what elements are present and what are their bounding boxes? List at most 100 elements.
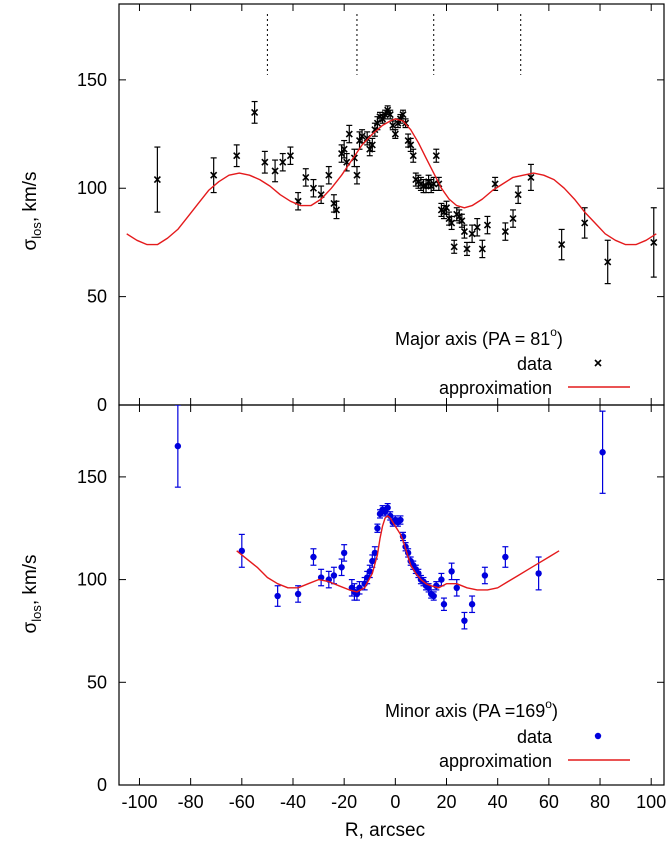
cross-marker [317, 191, 325, 199]
dot-marker [338, 564, 345, 571]
cross-marker [558, 241, 566, 249]
data-point [468, 224, 476, 244]
bottom-legend: Minor axis (PA =169o) data approximation [385, 697, 630, 771]
bottom-legend-model-label: approximation [439, 751, 552, 771]
y-tick-label: 150 [77, 467, 107, 487]
y-label-subscript: los [29, 222, 44, 239]
dot-marker [371, 549, 379, 557]
dot-marker [440, 601, 448, 608]
data-point [468, 595, 476, 614]
data-point [460, 224, 468, 239]
cross-marker [473, 223, 481, 231]
dot-marker [481, 572, 489, 579]
cross-marker [460, 228, 468, 236]
data-point [430, 591, 437, 601]
data-point [407, 137, 415, 152]
data-point [450, 239, 458, 254]
cross-marker [309, 184, 318, 192]
plot-frame [118, 3, 665, 406]
data-point [271, 159, 279, 183]
top-legend: Major axis (PA = 81o) data approximation [395, 325, 630, 398]
cross-marker [450, 243, 458, 251]
dot-marker [599, 449, 606, 456]
data-point [238, 533, 246, 568]
data-point [483, 215, 492, 235]
cross-marker [448, 219, 456, 227]
cross-marker [650, 238, 658, 246]
data-point [478, 239, 486, 259]
plot-frame [118, 404, 665, 786]
plot-area [126, 100, 658, 285]
data-point [558, 228, 566, 261]
y-tick-label: 0 [97, 395, 107, 415]
dot-marker [374, 525, 381, 532]
data-point [325, 165, 333, 185]
data-point [473, 217, 481, 237]
bottom-legend-data-marker [594, 732, 602, 740]
dot-marker [174, 442, 182, 450]
y-label-main: σ [20, 622, 41, 634]
cross-marker [442, 204, 451, 212]
dot-marker [448, 568, 455, 575]
cross-marker [279, 158, 287, 166]
cross-marker [345, 130, 353, 138]
cross-marker [483, 221, 492, 229]
cross-marker [581, 219, 589, 227]
cross-marker [391, 130, 399, 138]
y-label-subscript: los [29, 605, 44, 622]
bottom-legend-title: Minor axis (PA =169o) [385, 697, 558, 721]
data-point [233, 144, 241, 168]
y-label-unit: , km/s [20, 171, 41, 222]
data-point [368, 137, 376, 152]
cross-marker [302, 173, 310, 181]
cross-marker [286, 152, 294, 160]
data-point [153, 146, 161, 213]
top-legend-title-end: ) [557, 329, 563, 349]
data-point [294, 191, 302, 211]
data-point [448, 562, 455, 581]
cross-marker [407, 141, 415, 149]
dot-marker [535, 570, 542, 577]
x-tick-label: -40 [280, 792, 306, 812]
cross-marker [389, 121, 397, 129]
top-legend-model-label: approximation [439, 378, 552, 398]
dot-marker [294, 590, 302, 598]
dot-marker [384, 504, 391, 511]
data-point [274, 585, 281, 607]
plot-area [174, 405, 606, 630]
data-point [501, 222, 509, 241]
data-point [604, 239, 612, 285]
data-point [340, 544, 348, 562]
dot-marker [340, 549, 348, 557]
data-point [463, 241, 471, 257]
data-point [317, 568, 325, 587]
data-point [432, 148, 440, 163]
cross-marker [353, 171, 361, 179]
x-tick-label: 80 [590, 792, 610, 812]
y-label-unit: , km/s [20, 554, 41, 605]
y-tick-label: 50 [87, 672, 107, 692]
cross-marker [233, 152, 241, 160]
model-curve [236, 515, 560, 593]
data-point [391, 129, 399, 139]
top-y-axis-label: σlos, km/s [20, 171, 44, 250]
data-point [481, 566, 489, 585]
x-tick-label: 40 [488, 792, 508, 812]
cross-marker [332, 206, 341, 214]
bottom-legend-title-end: ) [552, 701, 558, 721]
dot-marker [274, 592, 281, 600]
dot-marker [438, 576, 445, 583]
data-point [338, 558, 345, 577]
y-tick-label: 100 [77, 178, 107, 198]
data-point [461, 611, 468, 630]
data-point [502, 546, 509, 568]
cross-marker [527, 173, 535, 181]
cross-marker [210, 171, 218, 179]
data-point [330, 566, 338, 585]
data-point [261, 150, 269, 174]
data-point [325, 570, 333, 589]
data-point [353, 165, 361, 185]
cross-marker [368, 141, 376, 149]
cross-marker [604, 258, 612, 266]
data-point [279, 152, 287, 172]
